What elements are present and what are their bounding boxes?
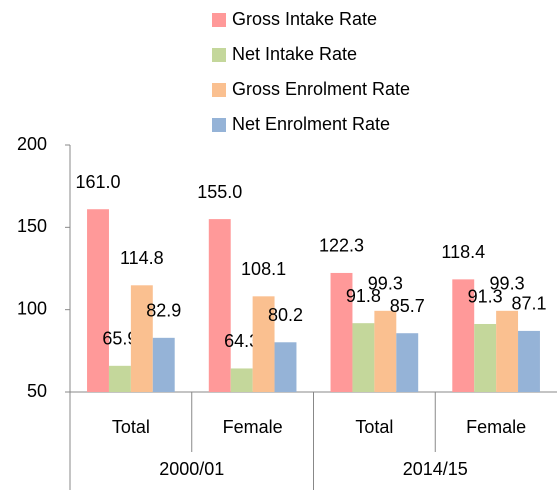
x-tick-label: Total: [112, 417, 150, 437]
x-tick-label: Female: [223, 417, 283, 437]
legend-swatch: [212, 48, 226, 62]
value-label: 91.3: [468, 287, 503, 307]
bar: [474, 323, 497, 392]
value-label: 91.8: [346, 286, 381, 306]
y-tick-label: 100: [17, 298, 47, 318]
x-tick-label: Total: [355, 417, 393, 437]
value-label: 82.9: [146, 301, 181, 321]
group-label: 2000/01: [159, 459, 224, 479]
bar: [330, 272, 353, 392]
value-label: 80.2: [268, 305, 303, 325]
legend-swatch: [212, 118, 226, 132]
value-label: 85.7: [390, 296, 425, 316]
bar: [130, 285, 153, 392]
legend-label: Net Enrolment Rate: [232, 114, 390, 134]
legend-label: Gross Enrolment Rate: [232, 79, 410, 99]
value-label: 87.1: [511, 294, 546, 314]
y-tick-label: 50: [27, 381, 47, 401]
value-label: 99.3: [490, 274, 525, 294]
y-tick-label: 200: [17, 134, 47, 154]
value-label: 118.4: [441, 242, 485, 262]
y-tick-label: 150: [17, 216, 47, 236]
bar: [452, 279, 475, 392]
x-tick-label: Female: [466, 417, 526, 437]
value-label: 99.3: [368, 274, 403, 294]
value-label: 108.1: [241, 259, 286, 279]
bar: [374, 310, 397, 392]
legend-swatch: [212, 13, 226, 27]
bar: [518, 330, 540, 392]
bar: [208, 219, 231, 392]
legend-label: Gross Intake Rate: [232, 9, 377, 29]
bar: [352, 323, 375, 392]
group-label: 2014/15: [403, 459, 468, 479]
value-label: 114.8: [120, 248, 164, 268]
bar: [396, 333, 419, 392]
bar: [152, 337, 175, 392]
value-label: 64.3: [224, 331, 259, 351]
bar: [108, 365, 131, 392]
legend-label: Net Intake Rate: [232, 44, 357, 64]
bar: [274, 342, 297, 392]
bar: [230, 368, 253, 392]
bar: [496, 310, 519, 392]
value-label: 65.9: [102, 329, 137, 349]
bar: [87, 209, 109, 392]
bar: [252, 296, 275, 392]
value-label: 155.0: [197, 182, 242, 202]
value-label: 161.0: [75, 172, 120, 192]
legend-swatch: [212, 83, 226, 97]
value-label: 122.3: [319, 236, 364, 256]
